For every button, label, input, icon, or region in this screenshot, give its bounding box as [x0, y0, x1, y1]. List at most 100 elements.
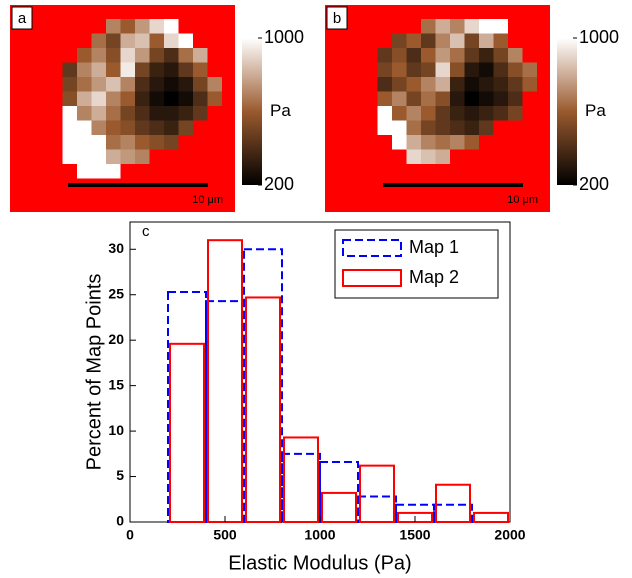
map-cell [464, 91, 479, 106]
map-cell [392, 120, 407, 135]
panel-label-box [326, 6, 348, 30]
map-cell [450, 77, 465, 92]
map-cell [377, 48, 392, 63]
map-cell [135, 149, 150, 164]
map-cell [450, 91, 465, 106]
map-cell [450, 106, 465, 121]
panel-label: a [18, 10, 27, 27]
panel-label: b [333, 10, 341, 27]
map-cell [149, 135, 164, 150]
map-cell [178, 62, 193, 77]
map-cell [77, 164, 92, 179]
colorbar-tick-label: 200 [579, 174, 609, 194]
map-cell [493, 48, 508, 63]
map-cell [493, 33, 508, 48]
map-cell [435, 62, 450, 77]
map-cell [377, 77, 392, 92]
map-cell [178, 106, 193, 121]
map-cell [120, 135, 135, 150]
map-cell [164, 91, 179, 106]
map-cell [435, 48, 450, 63]
map-cell [479, 48, 494, 63]
map-cell [435, 33, 450, 48]
map-cell [406, 33, 421, 48]
x-tick-label: 1500 [399, 527, 430, 543]
map-cell [479, 120, 494, 135]
x-tick-label: 0 [126, 527, 134, 543]
scale-bar-label: 10 μm [507, 194, 538, 206]
histogram-bar [435, 483, 471, 523]
map-cell [149, 77, 164, 92]
map-cell [120, 19, 135, 34]
histogram-bar [473, 511, 509, 524]
map-cell [207, 91, 222, 106]
map-cell [149, 91, 164, 106]
map-cell [450, 62, 465, 77]
y-tick-label: 5 [116, 467, 124, 483]
map-cell [464, 62, 479, 77]
map-cell [135, 91, 150, 106]
map-cell [392, 91, 407, 106]
histogram-bar [433, 503, 473, 523]
map-cell [91, 91, 106, 106]
map-cell [106, 33, 121, 48]
legend-box [334, 229, 499, 299]
map-cell [421, 106, 436, 121]
map-cell [377, 91, 392, 106]
map-cell [450, 135, 465, 150]
map-cell [62, 91, 77, 106]
map-cell [178, 120, 193, 135]
map-cell [149, 48, 164, 63]
map-cell [421, 33, 436, 48]
map-cell [178, 91, 193, 106]
map-cell [91, 135, 106, 150]
map-cell [77, 48, 92, 63]
histogram-bar [207, 239, 243, 523]
map-cell [149, 19, 164, 34]
map-cell [120, 33, 135, 48]
legend-swatch [342, 269, 402, 287]
map-cell [62, 135, 77, 150]
colorbar [557, 38, 577, 185]
legend-label: Map 2 [409, 267, 459, 287]
map-cell [406, 120, 421, 135]
y-axis-label: Percent of Map Points [83, 274, 105, 471]
map-cell [421, 77, 436, 92]
map-cell [493, 91, 508, 106]
map-cell [406, 106, 421, 121]
map-cell [149, 62, 164, 77]
map-cell [135, 120, 150, 135]
y-tick-label: 10 [108, 422, 124, 438]
map-cell [406, 62, 421, 77]
map-cell [120, 62, 135, 77]
map-cell [164, 135, 179, 150]
map-cell [479, 19, 494, 34]
map-cell [193, 48, 208, 63]
map-cell [178, 33, 193, 48]
map-cell [91, 77, 106, 92]
map-cell [62, 120, 77, 135]
map-cell [493, 19, 508, 34]
map-cell [164, 106, 179, 121]
map-cell [406, 91, 421, 106]
scale-bar-label: 10 μm [192, 194, 223, 206]
x-axis-label: Elastic Modulus (Pa) [228, 552, 411, 574]
map-cell [464, 19, 479, 34]
map-cell [91, 33, 106, 48]
map-cell [120, 48, 135, 63]
map-cell [435, 77, 450, 92]
map-cell [392, 62, 407, 77]
colorbar-tick-label: 200 [264, 174, 294, 194]
histogram-bar [357, 495, 397, 523]
map-cell [164, 19, 179, 34]
map-cell [135, 19, 150, 34]
map-cell [522, 77, 537, 92]
legend-label: Map 1 [409, 237, 459, 257]
map-cell [149, 120, 164, 135]
map-cell [106, 91, 121, 106]
map-cell [464, 106, 479, 121]
map-cell [435, 149, 450, 164]
map-cell [106, 77, 121, 92]
x-tick-label: 2000 [494, 527, 525, 543]
